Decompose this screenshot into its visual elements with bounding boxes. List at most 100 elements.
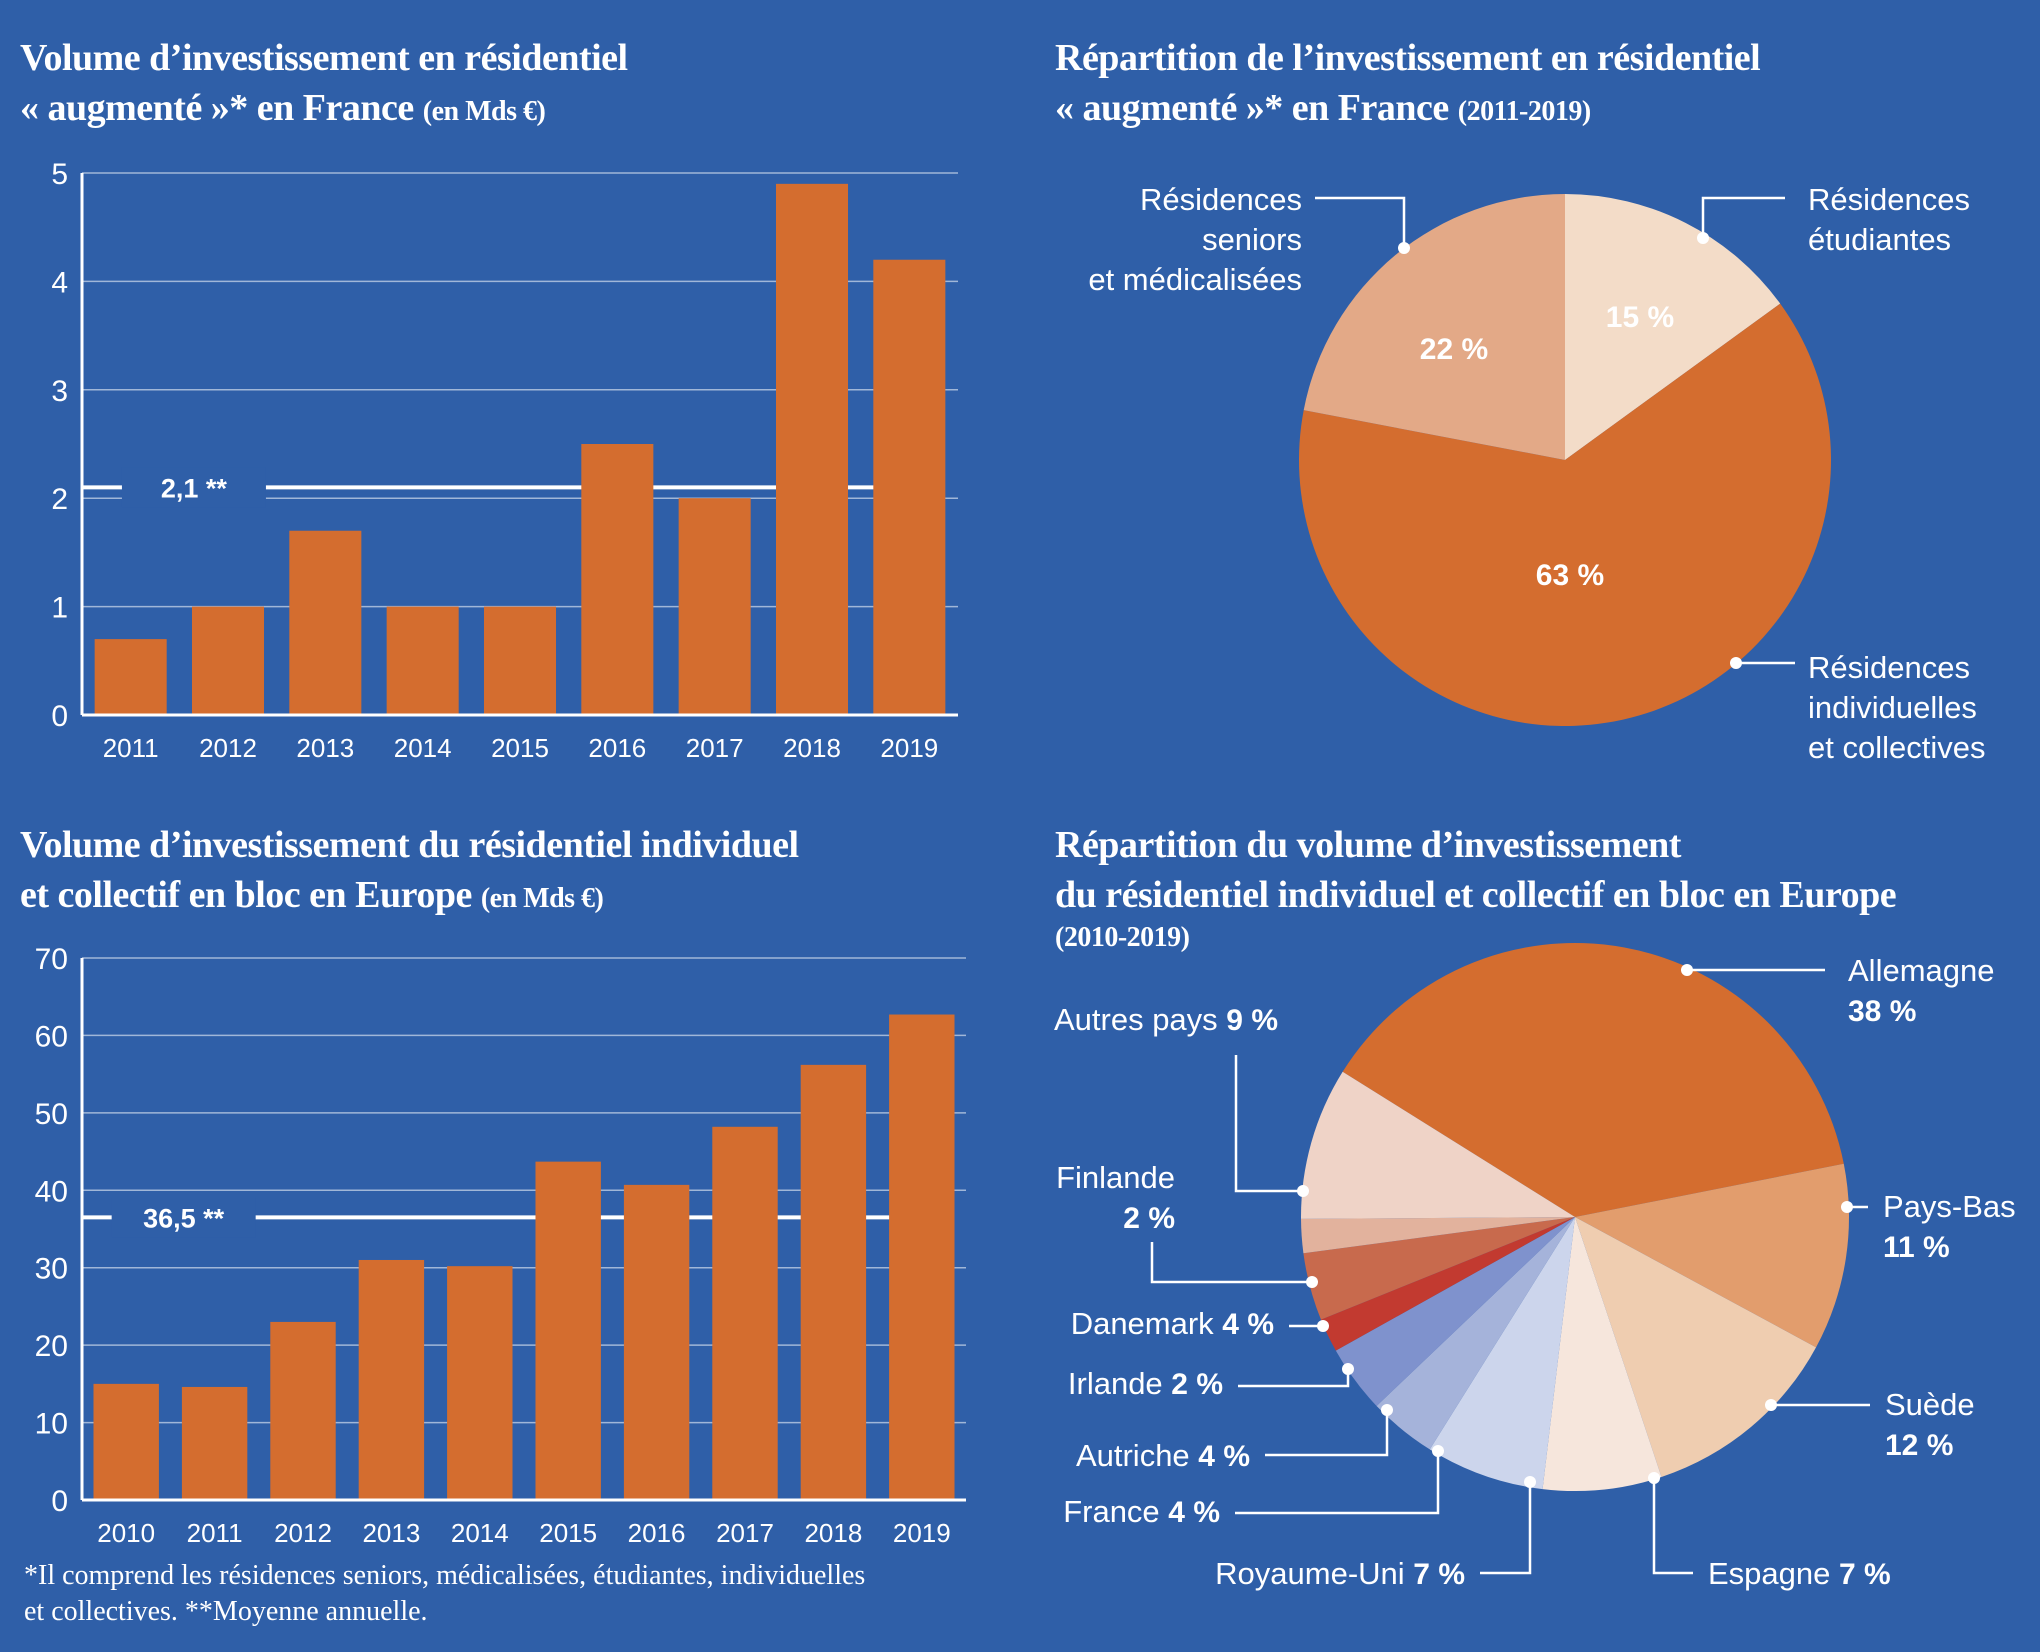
eu-volume-xtick-label: 2011 bbox=[187, 1518, 243, 1548]
eu-split-leader-line bbox=[1238, 1369, 1350, 1388]
eu-split-callout-value-france: 4 % bbox=[1168, 1496, 1220, 1529]
fr-volume-xtick-label: 2015 bbox=[491, 733, 549, 763]
chart1-title-line2: « augmenté »* en France bbox=[20, 87, 414, 129]
eu-split-slice-suede bbox=[1575, 1217, 1817, 1477]
footnote: *Il comprend les résidences seniors, méd… bbox=[24, 1558, 1024, 1630]
fr-volume-bar-2018 bbox=[775, 183, 849, 716]
eu-volume-bar-2010 bbox=[93, 1383, 159, 1500]
eu-split-callout-label-espagne: Espagne 7 % bbox=[1708, 1556, 1891, 1591]
fr-volume-bar-2013 bbox=[289, 530, 362, 715]
fr-volume-bar-2017 bbox=[678, 498, 751, 715]
eu-volume-ytick-label: 20 bbox=[35, 1330, 68, 1363]
eu-volume-ytick-label: 40 bbox=[35, 1175, 68, 1208]
fr-volume-xtick-label: 2011 bbox=[103, 733, 159, 763]
eu-volume-xtick-label: 2014 bbox=[451, 1518, 509, 1548]
fr-volume-xtick-label: 2018 bbox=[783, 733, 841, 763]
eu-volume-bar-2014 bbox=[447, 1266, 513, 1500]
fr-split-slice-residences-individuelles-et-collectives bbox=[1299, 303, 1831, 726]
eu-volume-xtick-label: 2016 bbox=[628, 1518, 686, 1548]
chart3-title-line2: et collectif en bloc en Europe bbox=[20, 874, 472, 916]
eu-volume-bar-2012 bbox=[270, 1321, 336, 1500]
fr-volume-ytick-label: 5 bbox=[51, 158, 68, 191]
fr-volume-xtick-label: 2014 bbox=[394, 733, 452, 763]
eu-volume-bar-2018 bbox=[800, 1064, 867, 1500]
eu-volume-xtick-label: 2015 bbox=[539, 1518, 597, 1548]
eu-split-callout-label-france: France 4 % bbox=[1063, 1494, 1220, 1529]
eu-split-callout-label-royaume-uni: Royaume-Uni 7 % bbox=[1215, 1556, 1465, 1591]
fr-volume-average-label-bg bbox=[121, 467, 266, 508]
eu-split-slice-espagne bbox=[1542, 1217, 1662, 1491]
fr-volume-xtick-label: 2013 bbox=[296, 733, 354, 763]
eu-split-slice-finlande bbox=[1301, 1217, 1575, 1254]
fr-volume-xtick-label: 2012 bbox=[199, 733, 257, 763]
fr-volume-bar-2012 bbox=[191, 606, 265, 715]
eu-split-callout-value-allemagne: 38 % bbox=[1848, 995, 1916, 1028]
eu-volume-bar-2015 bbox=[535, 1161, 601, 1500]
footnote-line1: *Il comprend les résidences seniors, méd… bbox=[24, 1560, 866, 1591]
chart3-title-line1: Volume d’investissement du résidentiel i… bbox=[20, 824, 799, 866]
eu-split-leader-line bbox=[1234, 1055, 1303, 1193]
fr-split-callout-label: Résidences bbox=[1808, 650, 1970, 685]
europe-split-pie-chart: Allemagne 38 % Pays-Bas 11 % Suède 12 % Espagn… bbox=[1054, 942, 2016, 1591]
eu-split-callout-value-irlande: 2 % bbox=[1171, 1368, 1223, 1401]
europe-volume-bar-chart: 0 10 20 30 40 50 60 70 2010 2011 2012 2013 2014 2015 2… bbox=[35, 943, 966, 1548]
eu-volume-average-label-bg bbox=[111, 1197, 256, 1238]
fr-volume-ytick-label: 4 bbox=[51, 266, 68, 299]
fr-split-value-label-residences-etudiantes: 15 % bbox=[1606, 301, 1674, 334]
chart1-title-unit: (en Mds €) bbox=[422, 96, 546, 127]
eu-volume-ytick-label: 60 bbox=[35, 1020, 68, 1053]
chart4-title-line2: du résidentiel individuel et collectif e… bbox=[1055, 874, 1897, 916]
eu-volume-bar-2019 bbox=[889, 1014, 955, 1500]
eu-split-callout-value-pays-bas: 11 % bbox=[1883, 1231, 1950, 1264]
chart2-title: Répartition de l’investissement en résid… bbox=[1055, 33, 2015, 137]
fr-split-callout-label: seniors bbox=[1202, 222, 1302, 257]
fr-volume-ytick-label: 1 bbox=[51, 592, 68, 625]
eu-split-slice-pays-bas bbox=[1575, 1163, 1849, 1348]
eu-volume-xtick-label: 2013 bbox=[362, 1518, 420, 1548]
fr-split-leader-line bbox=[1315, 196, 1406, 248]
fr-volume-bar-2016 bbox=[581, 444, 654, 715]
eu-split-slice-danemark bbox=[1303, 1217, 1575, 1320]
eu-volume-ytick-label: 10 bbox=[35, 1408, 68, 1441]
chart2-title-line1: Répartition de l’investissement en résid… bbox=[1055, 37, 1761, 79]
fr-split-leader-line bbox=[1701, 196, 1785, 238]
chart4-title-line1: Répartition du volume d’investissement bbox=[1055, 824, 1681, 866]
fr-split-value-label-residences-individuelles-et-collectives: 63 % bbox=[1536, 559, 1604, 592]
fr-volume-bar-2019 bbox=[873, 259, 946, 715]
eu-volume-average-label: 36,5 ** bbox=[143, 1203, 225, 1233]
eu-volume-xtick-label: 2018 bbox=[804, 1518, 862, 1548]
eu-split-slice-allemagne bbox=[1342, 942, 1844, 1217]
chart2-title-line2: « augmenté »* en France bbox=[1055, 87, 1449, 129]
fr-split-callout-label: étudiantes bbox=[1808, 222, 1951, 257]
eu-split-callout-value-espagne: 7 % bbox=[1839, 1558, 1891, 1591]
fr-split-slice-residences-etudiantes bbox=[1565, 194, 1781, 460]
eu-split-callout-label-irlande: Irlande 2 % bbox=[1068, 1366, 1223, 1401]
eu-volume-xtick-label: 2012 bbox=[274, 1518, 332, 1548]
eu-split-callout-value-finlande: 2 % bbox=[1123, 1202, 1175, 1235]
eu-volume-bar-2016 bbox=[623, 1184, 690, 1500]
eu-split-callout-label-danemark: Danemark 4 % bbox=[1071, 1306, 1274, 1341]
eu-split-leader-line bbox=[1235, 1451, 1440, 1515]
chart1-title-line1: Volume d’investissement en résidentiel bbox=[20, 37, 628, 79]
fr-volume-bar-2014 bbox=[386, 606, 459, 715]
france-volume-bar-chart: 0 1 2 3 4 5 2011 2012 2013 2014 2015 2016 2017 2018 20… bbox=[51, 158, 958, 763]
eu-split-callout-value-autriche: 4 % bbox=[1198, 1440, 1250, 1473]
eu-split-callout-label-autres-pays: Autres pays 9 % bbox=[1054, 1002, 1278, 1037]
fr-volume-average-label: 2,1 ** bbox=[161, 473, 228, 503]
eu-split-slice-autriche bbox=[1335, 1217, 1575, 1406]
fr-volume-ytick-label: 3 bbox=[51, 375, 68, 408]
eu-split-slice-irlande bbox=[1320, 1217, 1575, 1351]
fr-split-callout-label: individuelles bbox=[1808, 690, 1977, 725]
footnote-line2: et collectives. **Moyenne annuelle. bbox=[24, 1596, 428, 1627]
fr-volume-ytick-label: 2 bbox=[51, 483, 68, 516]
eu-volume-xtick-label: 2010 bbox=[97, 1518, 155, 1548]
eu-volume-ytick-label: 30 bbox=[35, 1253, 68, 1286]
eu-volume-ytick-label: 70 bbox=[35, 943, 68, 976]
fr-volume-bar-2015 bbox=[483, 606, 557, 715]
eu-volume-bar-2017 bbox=[712, 1126, 778, 1500]
chart1-title: Volume d’investissement en résidentiel «… bbox=[20, 33, 980, 137]
france-split-pie-chart: 15 % 63 % 22 % Résidences étudiantes Résidenc… bbox=[1088, 182, 1985, 765]
eu-split-leader-line bbox=[1480, 1482, 1532, 1575]
eu-split-slice-autres-pays bbox=[1301, 1071, 1575, 1219]
fr-split-callout-label: Résidences bbox=[1140, 182, 1302, 217]
